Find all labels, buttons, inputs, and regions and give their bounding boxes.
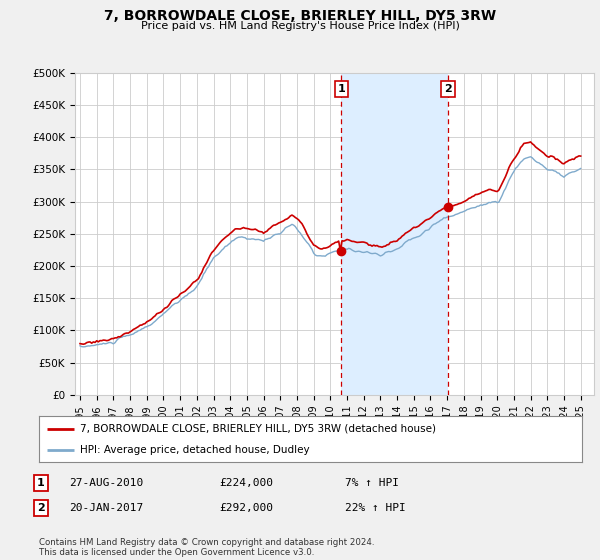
- Text: 2: 2: [444, 84, 452, 94]
- Text: 2: 2: [37, 503, 44, 513]
- Text: 1: 1: [337, 84, 345, 94]
- Text: 7, BORROWDALE CLOSE, BRIERLEY HILL, DY5 3RW: 7, BORROWDALE CLOSE, BRIERLEY HILL, DY5 …: [104, 9, 496, 23]
- Text: 7% ↑ HPI: 7% ↑ HPI: [345, 478, 399, 488]
- Text: £224,000: £224,000: [219, 478, 273, 488]
- Text: 7, BORROWDALE CLOSE, BRIERLEY HILL, DY5 3RW (detached house): 7, BORROWDALE CLOSE, BRIERLEY HILL, DY5 …: [80, 424, 436, 434]
- Text: HPI: Average price, detached house, Dudley: HPI: Average price, detached house, Dudl…: [80, 445, 310, 455]
- Text: 27-AUG-2010: 27-AUG-2010: [69, 478, 143, 488]
- Text: 22% ↑ HPI: 22% ↑ HPI: [345, 503, 406, 513]
- Bar: [341, 73, 448, 395]
- Text: Price paid vs. HM Land Registry's House Price Index (HPI): Price paid vs. HM Land Registry's House …: [140, 21, 460, 31]
- Text: £292,000: £292,000: [219, 503, 273, 513]
- Text: 20-JAN-2017: 20-JAN-2017: [69, 503, 143, 513]
- Text: Contains HM Land Registry data © Crown copyright and database right 2024.
This d: Contains HM Land Registry data © Crown c…: [39, 538, 374, 557]
- Text: 1: 1: [37, 478, 44, 488]
